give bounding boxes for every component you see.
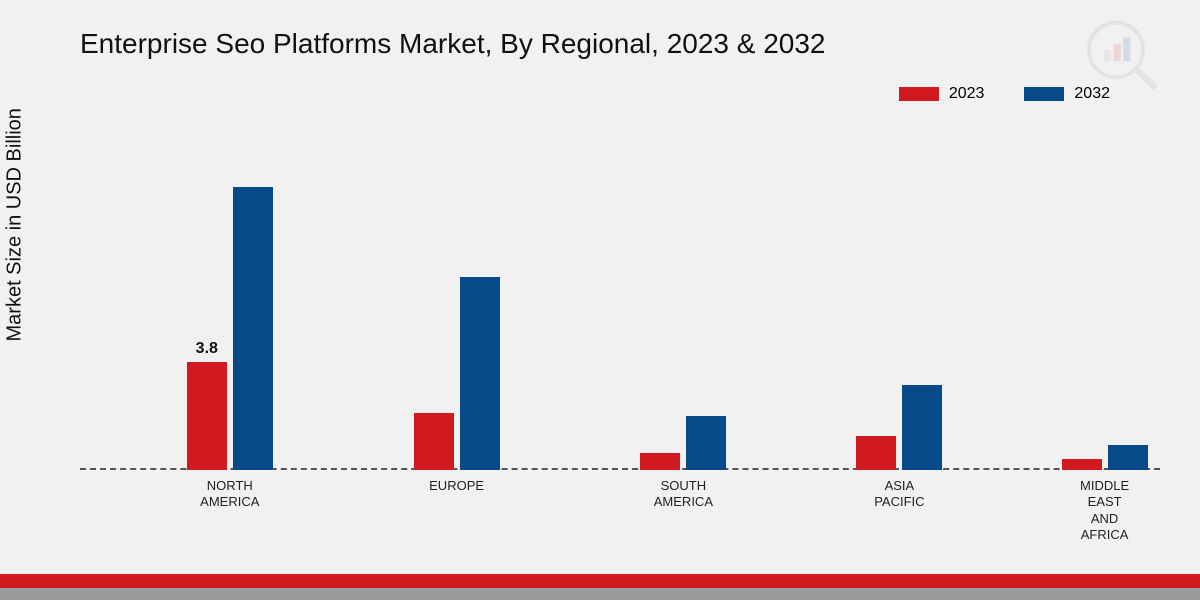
legend-label: 2032	[1074, 85, 1110, 103]
bar	[856, 436, 896, 470]
x-category-label: MIDDLEEASTANDAFRICA	[1020, 478, 1190, 543]
bar	[686, 416, 726, 470]
bar-group: 3.8NORTHAMERICA	[145, 187, 315, 470]
bar	[1108, 445, 1148, 471]
chart-title: Enterprise Seo Platforms Market, By Regi…	[80, 28, 826, 60]
bar	[460, 277, 500, 470]
legend-item-2032: 2032	[1024, 85, 1110, 103]
chart-plot-area: 3.8NORTHAMERICA EUROPE SOUTHAMERICA ASIAPAC…	[80, 130, 1160, 470]
legend-swatch-2023	[899, 87, 939, 101]
bar-data-label: 3.8	[196, 340, 218, 358]
legend-swatch-2032	[1024, 87, 1064, 101]
bar-group: ASIAPACIFIC	[814, 385, 984, 470]
bar	[1062, 459, 1102, 470]
x-category-label: ASIAPACIFIC	[814, 478, 984, 511]
bar	[640, 453, 680, 470]
bar	[414, 413, 454, 470]
bar-group: MIDDLEEASTANDAFRICA	[1020, 445, 1190, 471]
bar-group: EUROPE	[372, 277, 542, 470]
legend-item-2023: 2023	[899, 85, 985, 103]
bar-group: SOUTHAMERICA	[598, 416, 768, 470]
bar	[233, 187, 273, 470]
legend-label: 2023	[949, 85, 985, 103]
x-category-label: SOUTHAMERICA	[598, 478, 768, 511]
bar: 3.8	[187, 362, 227, 470]
x-category-label: NORTHAMERICA	[145, 478, 315, 511]
x-category-label: EUROPE	[372, 478, 542, 494]
footer-gray-bar	[0, 588, 1200, 600]
legend: 2023 2032	[899, 85, 1110, 103]
footer-accent-bar	[0, 574, 1200, 588]
bar	[902, 385, 942, 470]
y-axis-label: Market Size in USD Billion	[4, 108, 27, 341]
watermark-logo	[1080, 10, 1160, 90]
